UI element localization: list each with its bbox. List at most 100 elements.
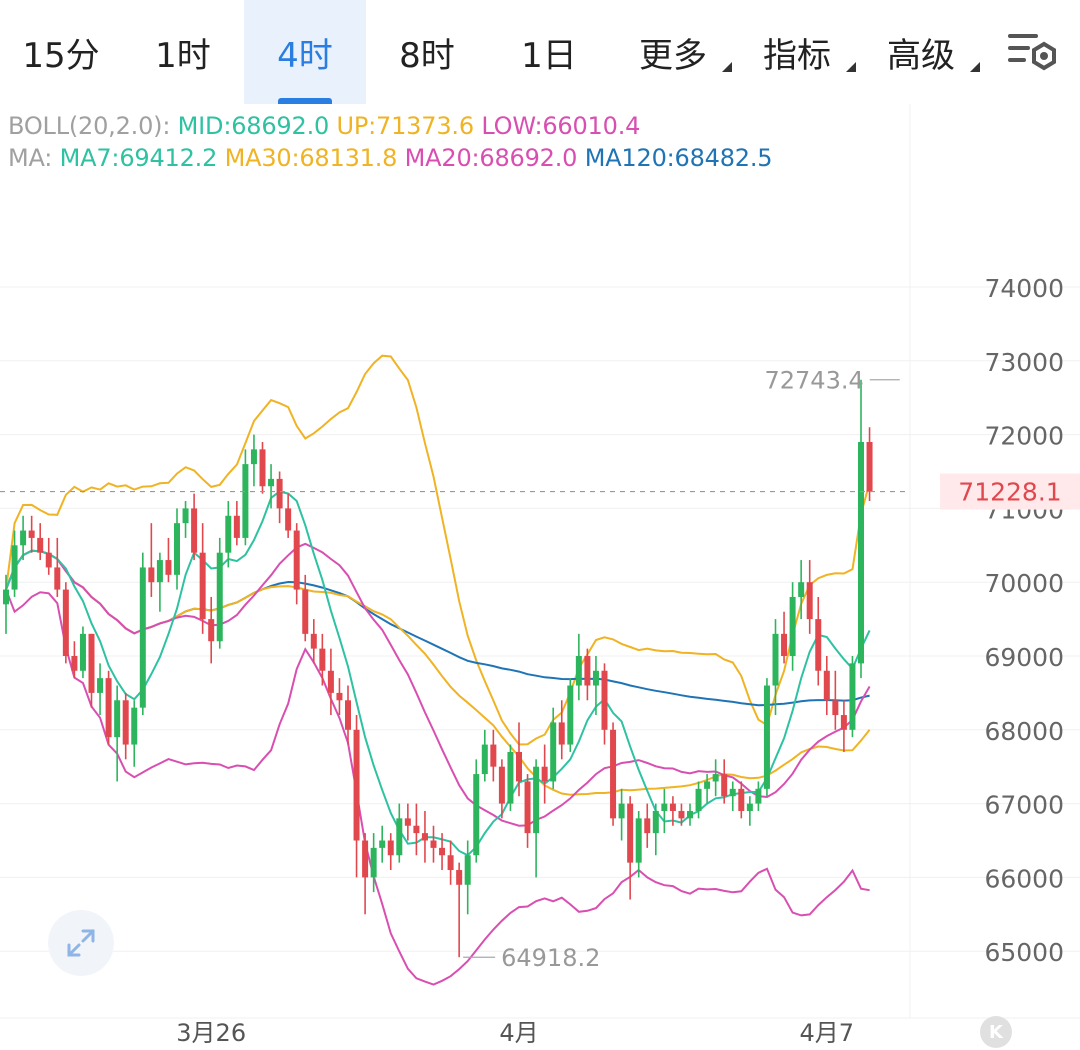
chart-settings-button[interactable]: [1006, 28, 1060, 76]
x-tick-label: 3月26: [176, 1019, 246, 1047]
candle-body: [319, 648, 326, 671]
candle-body: [601, 670, 608, 730]
candle-body: [858, 441, 864, 664]
boll-upper-line: [5, 354, 871, 746]
candle-body: [353, 729, 360, 841]
candle-body: [404, 818, 411, 826]
fullscreen-button[interactable]: [48, 910, 114, 976]
candle-body: [661, 803, 668, 811]
tab-5[interactable]: 更多: [612, 0, 734, 104]
candle-body: [789, 596, 796, 656]
current-price-label: 71228.1: [958, 478, 1061, 507]
candle-body: [464, 855, 471, 885]
candle-body: [746, 803, 753, 811]
boll-prefix: BOLL(20,2.0):: [8, 112, 171, 140]
y-tick-label: 65000: [984, 938, 1064, 967]
candle-body: [54, 567, 61, 590]
candle-body: [755, 788, 762, 804]
y-tick-label: 68000: [984, 717, 1064, 746]
candle-body: [165, 560, 172, 575]
dropdown-caret-icon: [846, 62, 856, 72]
candle-body: [88, 633, 95, 693]
candle-body: [815, 619, 822, 671]
candle-body: [131, 707, 138, 745]
candle-body: [627, 803, 634, 863]
kline-toggle-button[interactable]: K: [980, 1016, 1012, 1048]
ma30-value: MA30:68131.8: [224, 144, 398, 172]
candle-body: [695, 788, 702, 811]
y-tick-label: 73000: [984, 348, 1064, 377]
candle-body: [327, 670, 334, 693]
candle-body: [575, 656, 582, 686]
candle-body: [567, 685, 574, 745]
candle-body: [806, 582, 813, 620]
candle-body: [507, 751, 514, 804]
candle-body: [182, 508, 189, 524]
tab-label: 1时: [155, 35, 211, 76]
dropdown-caret-icon: [970, 62, 980, 72]
tab-label: 4时: [277, 35, 333, 76]
candle-body: [738, 788, 745, 811]
candle-body: [866, 441, 873, 492]
tab-label: 指标: [763, 35, 831, 76]
candle-body: [268, 478, 275, 487]
candle-body: [370, 847, 377, 878]
candle-body: [456, 870, 463, 885]
ma20-value: MA20:68692.0: [404, 144, 578, 172]
candle-body: [584, 656, 591, 686]
boll-up: UP:71373.6: [336, 112, 475, 140]
tab-1[interactable]: 1时: [122, 0, 244, 104]
y-tick-label: 74000: [984, 274, 1064, 303]
dropdown-caret-icon: [722, 62, 732, 72]
tab-4[interactable]: 1日: [488, 0, 610, 104]
high-marker-label: 72743.4: [765, 367, 864, 395]
candle-body: [225, 515, 232, 553]
candle-body: [533, 766, 540, 834]
tab-label: 1日: [521, 35, 577, 76]
candle-body: [481, 744, 488, 775]
x-tick-label: 4月7: [800, 1019, 855, 1047]
candle-body: [635, 818, 642, 863]
low-marker-label: 64918.2: [501, 944, 600, 972]
ma20-line: [5, 542, 871, 827]
tab-2[interactable]: 4时: [244, 0, 366, 104]
candle-body: [302, 589, 309, 634]
candle-body: [114, 700, 121, 738]
candle-body: [413, 825, 420, 834]
candle-body: [592, 670, 599, 686]
candle-body: [524, 781, 531, 834]
candle-body: [208, 619, 215, 642]
candle-body: [781, 633, 788, 656]
candle-body: [259, 449, 266, 487]
candle-body: [396, 818, 403, 856]
y-tick-label: 72000: [984, 422, 1064, 451]
tab-6[interactable]: 指标: [736, 0, 858, 104]
candle-body: [20, 530, 27, 546]
expand-icon: [67, 929, 95, 957]
candle-body: [421, 833, 428, 841]
candle-body: [3, 589, 9, 605]
boll-legend: BOLL(20,2.0): MID:68692.0 UP:71373.6 LOW…: [8, 112, 640, 140]
tab-label: 更多: [639, 35, 707, 76]
candle-body: [11, 545, 18, 590]
candle-body: [798, 582, 805, 597]
candle-body: [97, 678, 104, 693]
candle-body: [823, 670, 830, 701]
tab-0[interactable]: 15分: [0, 0, 122, 104]
candle-body: [712, 774, 719, 782]
timeframe-tabs: 15分 1时 4时 8时 1日 更多 指标 高级: [0, 0, 1080, 104]
candle-body: [849, 663, 856, 730]
candle-body: [250, 449, 257, 465]
tab-3[interactable]: 8时: [366, 0, 488, 104]
candle-body: [498, 766, 505, 804]
candlestick-chart[interactable]: 7400073000720007100070000690006800067000…: [0, 104, 1080, 1050]
candle-body: [721, 774, 728, 797]
tab-7[interactable]: 高级: [860, 0, 982, 104]
active-tab-indicator: [278, 98, 332, 104]
candle-body: [379, 840, 386, 848]
candle-body: [558, 722, 565, 745]
candle-body: [430, 840, 437, 848]
kline-icon: K: [989, 1021, 1003, 1043]
candle-body: [763, 685, 770, 789]
candle-body: [122, 700, 129, 745]
